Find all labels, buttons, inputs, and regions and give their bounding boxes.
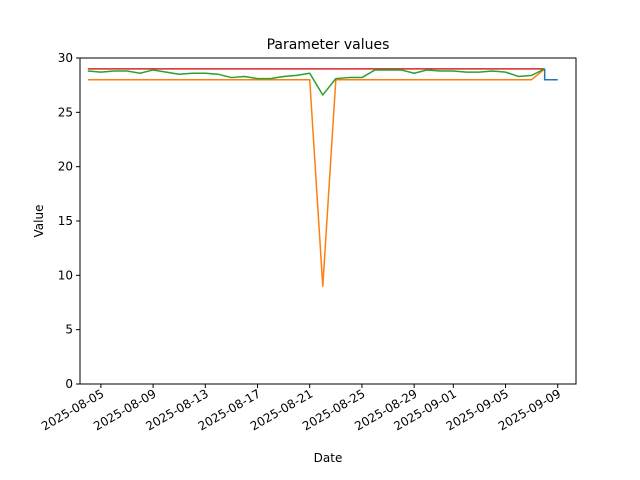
series-line-4	[543, 68, 558, 81]
y-tick-label: 20	[58, 160, 73, 174]
y-axis: 0 5 10 15 20 25 30	[58, 51, 80, 391]
chart-title: Parameter values	[267, 37, 390, 53]
series-line-3	[87, 68, 546, 96]
y-tick-label: 10	[58, 268, 73, 282]
y-tick-label: 0	[65, 377, 73, 391]
series-line-2	[87, 68, 546, 287]
series-layer	[87, 68, 558, 287]
y-tick-label: 15	[58, 214, 73, 228]
y-tick-label: 30	[58, 51, 73, 65]
y-tick-label: 25	[58, 105, 73, 119]
y-tick-label: 5	[65, 323, 73, 337]
x-axis-label: Date	[314, 451, 343, 465]
y-axis-label: Value	[32, 205, 46, 238]
